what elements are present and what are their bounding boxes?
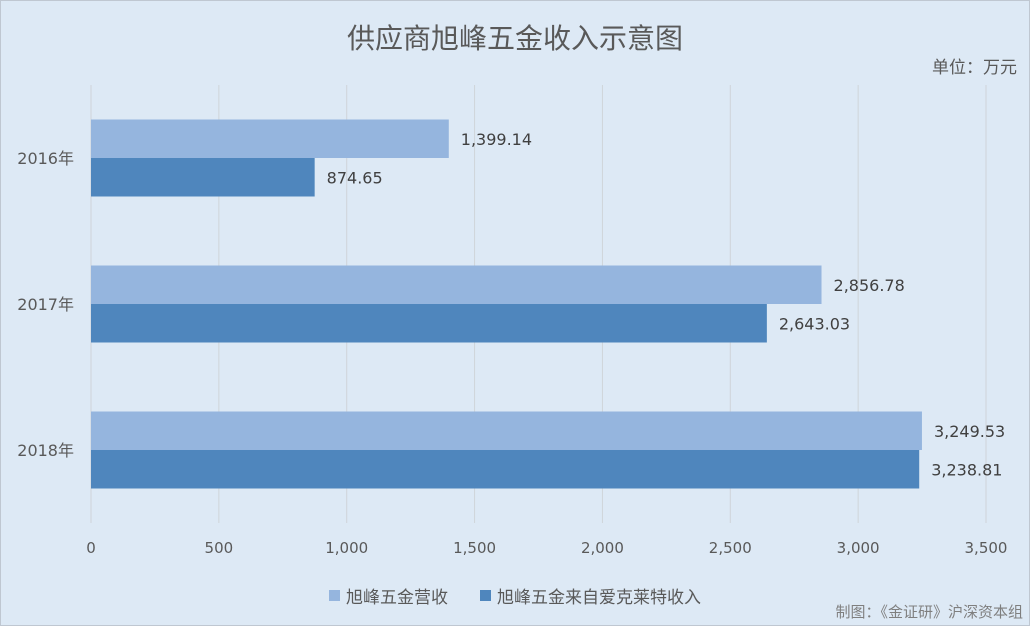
- legend-label-aclite-income: 旭峰五金来自爱克莱特收入: [497, 588, 701, 608]
- x-tick-label: 3,000: [837, 539, 880, 557]
- bar-chart: 0 500 1,000 1,500 2,000 2,500 3,000 3,500 2016年 1…: [17, 85, 1008, 557]
- legend-swatch-revenue: [329, 590, 340, 601]
- data-label: 2,856.78: [834, 276, 905, 295]
- x-tick-label: 2,500: [709, 539, 752, 557]
- bar: [91, 265, 822, 304]
- legend-item-aclite-income: 旭峰五金来自爱克莱特收入: [480, 583, 701, 608]
- category-label: 2017年: [17, 295, 74, 314]
- source-note: 制图：《金证研》沪深资本组: [835, 603, 1023, 621]
- x-tick-label: 1,000: [325, 539, 368, 557]
- bar: [91, 158, 315, 197]
- bar: [91, 119, 449, 158]
- bar: [91, 411, 922, 450]
- legend: 旭峰五金营收 旭峰五金来自爱克莱特收入: [1, 583, 1029, 608]
- bar: [91, 304, 767, 343]
- legend-item-revenue: 旭峰五金营收: [329, 583, 448, 608]
- x-tick-label: 500: [205, 539, 234, 557]
- category-label: 2016年: [17, 149, 74, 168]
- data-label: 2,643.03: [779, 314, 850, 333]
- data-label: 3,249.53: [934, 422, 1005, 441]
- unit-label: 单位：万元: [932, 58, 1017, 78]
- x-tick-label: 0: [86, 539, 96, 557]
- legend-label-revenue: 旭峰五金营收: [346, 588, 448, 608]
- data-label: 874.65: [327, 168, 383, 187]
- category-label: 2018年: [17, 441, 74, 460]
- data-label: 1,399.14: [461, 130, 532, 149]
- x-tick-label: 2,000: [581, 539, 624, 557]
- data-label: 3,238.81: [931, 460, 1002, 479]
- chart-title: 供应商旭峰五金收入示意图: [346, 22, 683, 55]
- legend-swatch-aclite-income: [480, 590, 491, 601]
- x-tick-label: 1,500: [453, 539, 496, 557]
- bar: [91, 450, 920, 489]
- x-tick-label: 3,500: [965, 539, 1008, 557]
